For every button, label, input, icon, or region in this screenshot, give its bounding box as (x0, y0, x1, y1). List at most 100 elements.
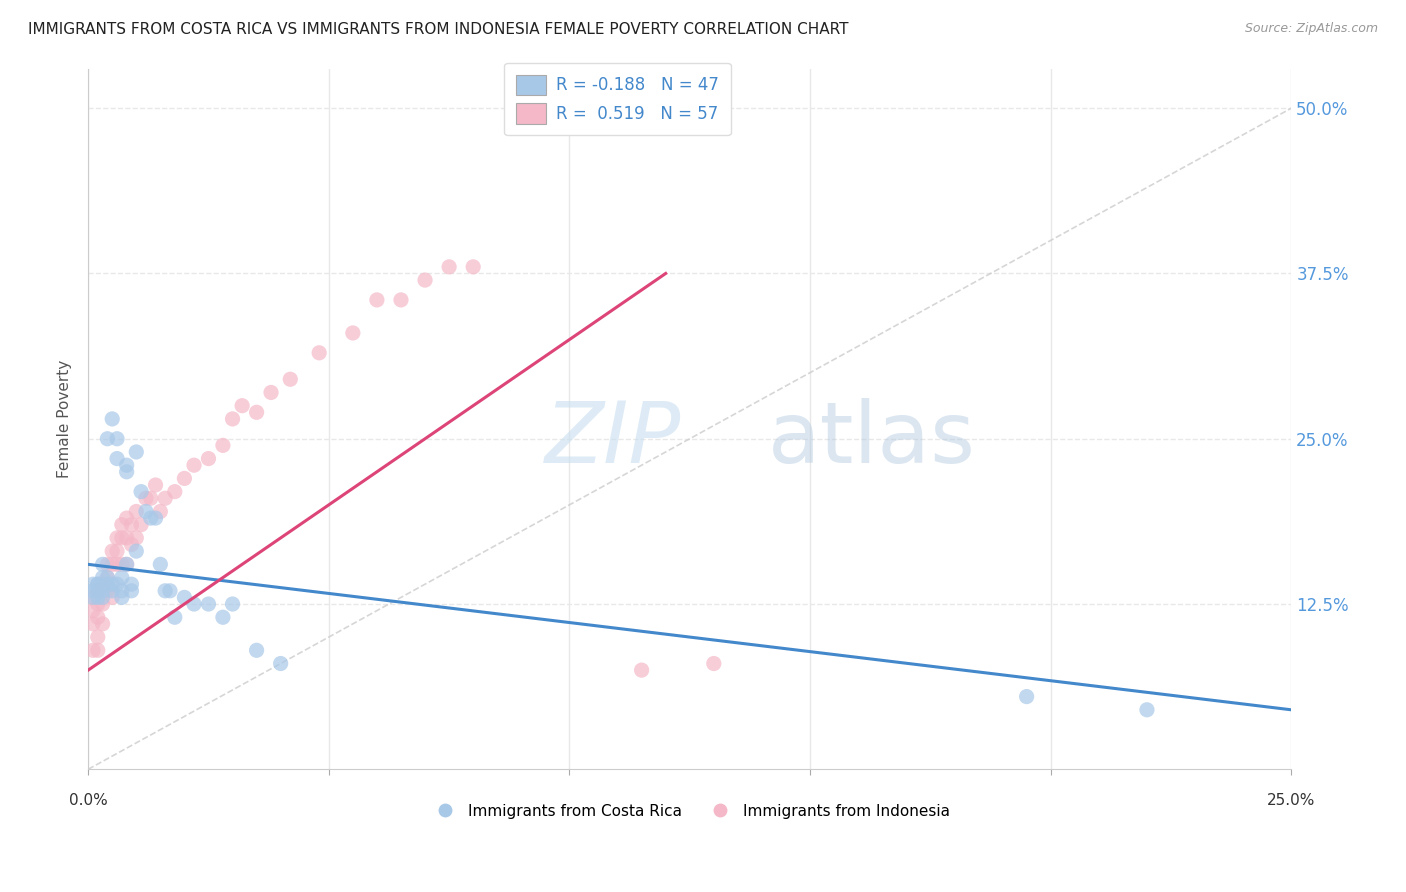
Point (115, 465, 138, 479)
Point (101, 544, 124, 558)
Point (91, 583, 114, 598)
Point (129, 517, 152, 532)
Point (91, 597, 114, 611)
Point (96, 571, 118, 585)
Point (87, 577, 110, 591)
Point (246, 643, 269, 657)
Point (463, 260, 485, 274)
Point (125, 531, 148, 545)
Point (139, 511, 162, 525)
Point (91, 616, 114, 631)
Point (91, 591, 114, 605)
Point (389, 293, 412, 307)
Point (101, 583, 124, 598)
Point (82, 643, 104, 657)
Point (121, 577, 143, 591)
Point (87, 583, 110, 598)
Point (105, 451, 128, 466)
Point (246, 405, 269, 419)
Point (96, 577, 118, 591)
Point (125, 445, 148, 459)
Point (145, 511, 167, 525)
Point (197, 597, 219, 611)
Text: Source: ZipAtlas.com: Source: ZipAtlas.com (1244, 22, 1378, 36)
Point (231, 399, 253, 413)
Point (87, 643, 110, 657)
Point (135, 491, 157, 506)
Legend: Immigrants from Costa Rica, Immigrants from Indonesia: Immigrants from Costa Rica, Immigrants f… (423, 797, 956, 825)
Point (87, 610, 110, 624)
Text: 0.0%: 0.0% (69, 793, 107, 808)
Point (183, 458, 205, 473)
Point (149, 504, 172, 518)
Point (87, 583, 110, 598)
Point (260, 385, 283, 400)
Point (87, 597, 110, 611)
Point (173, 591, 195, 605)
Point (105, 432, 128, 446)
Point (437, 260, 460, 274)
Point (96, 432, 118, 446)
Point (163, 484, 186, 499)
Point (105, 544, 128, 558)
Point (221, 597, 243, 611)
Point (105, 577, 128, 591)
Point (82, 604, 104, 618)
Point (153, 583, 176, 598)
Point (111, 591, 134, 605)
Point (197, 451, 219, 466)
Point (96, 571, 118, 585)
Point (121, 517, 143, 532)
Point (121, 583, 143, 598)
Text: ZIP: ZIP (546, 399, 682, 482)
Point (87, 577, 110, 591)
Point (135, 504, 157, 518)
Point (101, 577, 124, 591)
Y-axis label: Female Poverty: Female Poverty (58, 359, 72, 478)
Point (630, 663, 652, 677)
Point (96, 583, 118, 598)
Text: IMMIGRANTS FROM COSTA RICA VS IMMIGRANTS FROM INDONESIA FEMALE POVERTY CORRELATI: IMMIGRANTS FROM COSTA RICA VS IMMIGRANTS… (28, 22, 849, 37)
Point (212, 610, 235, 624)
Point (121, 537, 143, 551)
Point (366, 293, 388, 307)
Point (342, 326, 364, 340)
Point (125, 504, 148, 518)
Point (129, 484, 152, 499)
Point (1136, 703, 1159, 717)
Point (145, 478, 167, 492)
Point (270, 657, 292, 671)
Point (163, 610, 186, 624)
Point (221, 412, 243, 426)
Point (115, 558, 138, 572)
Point (101, 591, 124, 605)
Point (115, 558, 138, 572)
Point (139, 491, 162, 506)
Text: 25.0%: 25.0% (1267, 793, 1316, 808)
Point (183, 597, 205, 611)
Point (149, 558, 172, 572)
Point (115, 458, 138, 473)
Point (91, 577, 114, 591)
Point (115, 531, 138, 545)
Point (703, 657, 725, 671)
Point (91, 583, 114, 598)
Point (87, 630, 110, 644)
Point (82, 591, 104, 605)
Text: atlas: atlas (768, 399, 976, 482)
Point (105, 531, 128, 545)
Point (111, 583, 134, 598)
Point (91, 571, 114, 585)
Point (212, 438, 235, 452)
Point (111, 531, 134, 545)
Point (111, 571, 134, 585)
Point (82, 583, 104, 598)
Point (173, 471, 195, 485)
Point (308, 346, 330, 360)
Point (101, 558, 124, 572)
Point (96, 558, 118, 572)
Point (105, 558, 128, 572)
Point (1015, 690, 1038, 704)
Point (101, 412, 124, 426)
Point (87, 591, 110, 605)
